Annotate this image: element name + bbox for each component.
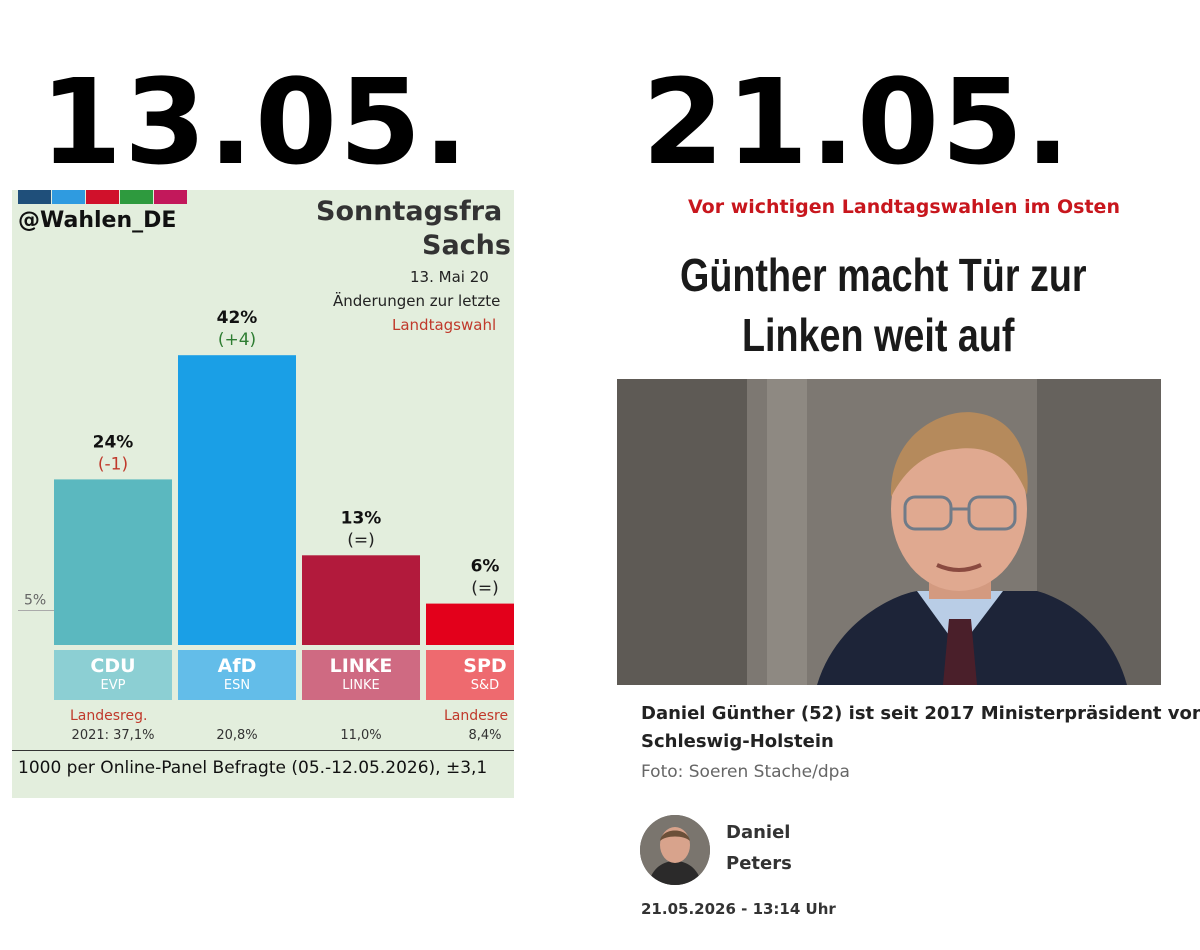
poll-graphic: @Wahlen_DE Sonntagsfra Sachs 13. Mai 20 … bbox=[12, 190, 514, 798]
bar-change-label: (=) bbox=[471, 579, 499, 599]
brand-stripe bbox=[18, 190, 51, 204]
portrait-photo bbox=[617, 379, 1161, 685]
footer-divider bbox=[12, 750, 514, 751]
bar-linke bbox=[302, 555, 420, 645]
previous-result: 2021: 37,1% bbox=[71, 728, 155, 743]
party-group: LINKE bbox=[342, 678, 380, 693]
brand-stripe bbox=[86, 190, 119, 204]
government-label: Landesre bbox=[444, 708, 509, 724]
bar-change-label: (-1) bbox=[98, 454, 128, 474]
brand-stripe bbox=[154, 190, 187, 204]
party-name: LINKE bbox=[329, 655, 393, 677]
bar-change-label: (+4) bbox=[218, 330, 256, 350]
party-group: ESN bbox=[223, 678, 251, 693]
date-right: 21.05. bbox=[642, 53, 1073, 191]
bar-spd bbox=[426, 603, 514, 645]
bar-value-label: 24% bbox=[93, 432, 134, 452]
bar-change-label: (=) bbox=[347, 530, 375, 550]
author-avatar-image bbox=[640, 815, 710, 885]
previous-result: 11,0% bbox=[340, 728, 382, 743]
party-box-afd: AfD ESN bbox=[178, 650, 296, 700]
article-timestamp: 21.05.2026 - 13:14 Uhr bbox=[641, 900, 836, 918]
article-headline[interactable]: Günther macht Tür zur bbox=[680, 249, 1087, 301]
party-name: AfD bbox=[217, 655, 257, 677]
article-photo[interactable] bbox=[617, 379, 1161, 685]
bar-cdu bbox=[54, 479, 172, 645]
threshold-label: 5% bbox=[24, 593, 46, 609]
party-box-spd: SPD S&D bbox=[426, 650, 514, 700]
party-name: CDU bbox=[90, 655, 136, 677]
article-headline[interactable]: Linken weit auf bbox=[742, 309, 1015, 361]
photo-caption: Daniel Günther (52) ist seit 2017 Minist… bbox=[641, 703, 1200, 724]
party-box-cdu: CDU EVP bbox=[54, 650, 172, 700]
bar-value-label: 6% bbox=[471, 557, 500, 577]
bar-value-label: 42% bbox=[217, 308, 258, 328]
poll-date: 13. Mai 20 bbox=[410, 268, 489, 286]
account-handle: @Wahlen_DE bbox=[18, 208, 177, 233]
party-box-linke: LINKE LINKE bbox=[302, 650, 420, 700]
bar-value-label: 13% bbox=[341, 508, 382, 528]
party-name: SPD bbox=[463, 655, 507, 677]
party-group: EVP bbox=[100, 678, 126, 693]
previous-result: 8,4% bbox=[468, 728, 502, 743]
poll-reference: Landtagswahl bbox=[392, 316, 497, 334]
bar-afd bbox=[178, 355, 296, 645]
poll-changes-label: Änderungen zur letzte bbox=[333, 292, 501, 310]
brand-stripe bbox=[52, 190, 85, 204]
photo-caption: Schleswig-Holstein bbox=[641, 731, 834, 752]
poll-region: Sachs bbox=[422, 230, 511, 261]
photo-credit: Foto: Soeren Stache/dpa bbox=[641, 762, 850, 782]
previous-result: 20,8% bbox=[216, 728, 258, 743]
date-left: 13.05. bbox=[40, 53, 471, 191]
article-kicker[interactable]: Vor wichtigen Landtagswahlen im Osten bbox=[688, 196, 1120, 218]
government-label: Landesreg. bbox=[70, 708, 148, 724]
bar-chart: 24%(-1)42%(+4)13%(=)6%(=)5% bbox=[18, 308, 514, 645]
author-first-name[interactable]: Daniel bbox=[726, 822, 791, 843]
author-avatar[interactable] bbox=[640, 815, 710, 885]
party-group: S&D bbox=[470, 678, 500, 693]
brand-stripe bbox=[120, 190, 153, 204]
poll-footer: 1000 per Online-Panel Befragte (05.-12.0… bbox=[18, 758, 488, 778]
poll-title: Sonntagsfra bbox=[316, 196, 503, 227]
author-last-name[interactable]: Peters bbox=[726, 853, 792, 874]
